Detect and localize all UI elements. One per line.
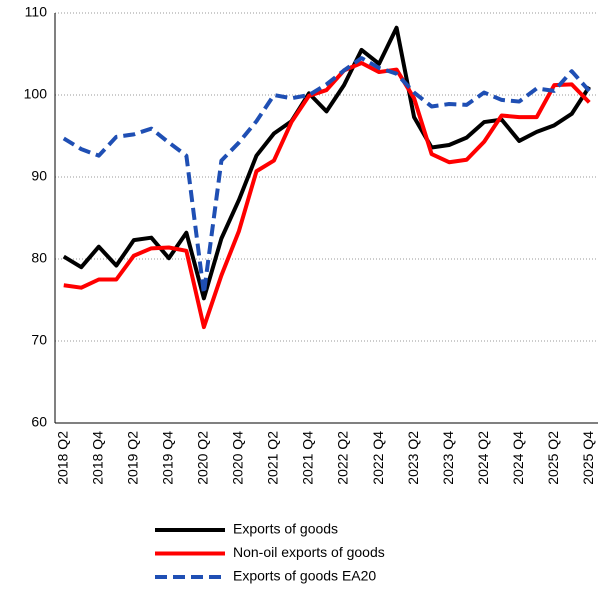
legend-label: Non-oil exports of goods [233, 544, 385, 560]
x-tick-label: 2021 Q4 [300, 431, 316, 485]
y-tick-label: 70 [31, 332, 47, 348]
x-tick-label: 2024 Q2 [475, 431, 491, 485]
x-tick-label: 2025 Q4 [580, 431, 596, 485]
y-tick-label: 80 [31, 250, 47, 266]
x-tick-label: 2018 Q4 [89, 431, 105, 485]
x-tick-label: 2020 Q4 [230, 431, 246, 485]
x-tick-label: 2019 Q2 [125, 431, 141, 485]
x-tick-label: 2022 Q4 [370, 431, 386, 485]
legend-label: Exports of goods EA20 [233, 568, 376, 584]
x-tick-label: 2023 Q4 [440, 431, 456, 485]
y-tick-label: 100 [24, 86, 48, 102]
y-tick-label: 60 [31, 414, 47, 430]
legend-label: Exports of goods [233, 521, 338, 537]
series-line [62, 25, 591, 301]
y-tick-label: 90 [31, 168, 47, 184]
series-line [62, 56, 591, 296]
x-tick-label: 2018 Q2 [54, 431, 70, 485]
x-tick-label: 2019 Q4 [160, 431, 176, 485]
x-tick-label: 2022 Q2 [335, 431, 351, 485]
x-tick-label: 2024 Q4 [510, 431, 526, 485]
series-line [63, 61, 591, 330]
x-tick-label: 2025 Q2 [545, 431, 561, 485]
x-tick-label: 2020 Q2 [195, 431, 211, 485]
x-tick-label: 2023 Q2 [405, 431, 421, 485]
x-tick-label: 2021 Q2 [265, 431, 281, 485]
y-tick-label: 110 [25, 4, 48, 20]
